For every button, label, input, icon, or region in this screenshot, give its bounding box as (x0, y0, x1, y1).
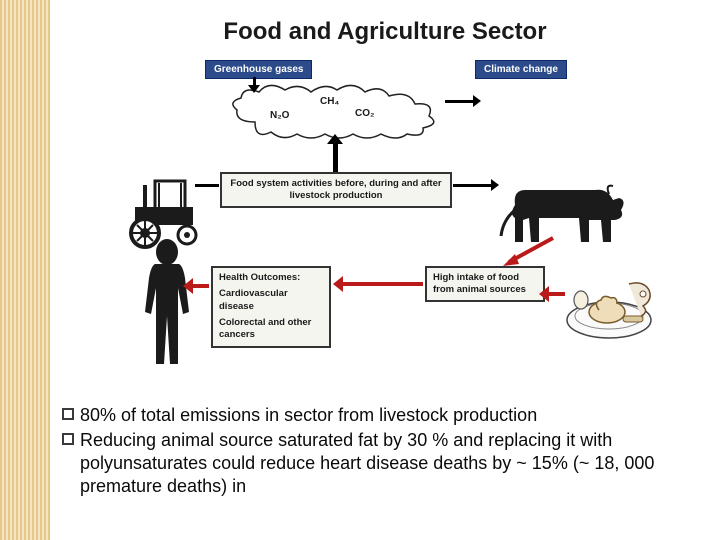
gas-co2: CO₂ (355, 108, 374, 119)
health-cancer: Colorectal and other cancers (219, 317, 323, 342)
gas-ch4: CH₄ (320, 96, 339, 107)
arrow-cow-head (491, 179, 499, 191)
health-outcomes-box: Health Outcomes: Cardiovascular disease … (211, 266, 331, 348)
slide-title: Food and Agriculture Sector (80, 18, 690, 46)
arrow-health-person (191, 284, 209, 288)
arrow-foodsystem-cloud-head (327, 134, 343, 144)
arrow-cloud-climate-head (473, 95, 481, 107)
person-icon (133, 238, 203, 370)
bullet-text-2: Reducing animal source saturated fat by … (80, 429, 662, 498)
arrow-intake-health (341, 282, 423, 286)
bullet-text-1: 80% of total emissions in sector from li… (80, 404, 662, 427)
health-title: Health Outcomes: (219, 272, 323, 284)
arrow-cloud-climate (445, 100, 475, 103)
arrow-cow-intake (495, 232, 565, 272)
gas-n2o: N₂O (270, 110, 289, 121)
arrow-cow (453, 184, 493, 187)
decorative-side-stripe (0, 0, 50, 540)
food-plate-icon (563, 270, 655, 342)
greenhouse-gases-label: Greenhouse gases (205, 60, 312, 79)
square-bullet-icon (62, 433, 74, 445)
arrow-tractor (195, 184, 219, 187)
bullet-item: Reducing animal source saturated fat by … (62, 429, 662, 498)
arrow-intake-health-head (333, 276, 343, 292)
arrow-food-intake-head (539, 286, 549, 302)
health-cv: Cardiovascular disease (219, 288, 323, 313)
bullet-list: 80% of total emissions in sector from li… (62, 404, 662, 500)
arrow-greenhouse-cloud-head (248, 85, 260, 93)
arrow-health-person-head (183, 278, 193, 294)
bullet-item: 80% of total emissions in sector from li… (62, 404, 662, 427)
square-bullet-icon (62, 408, 74, 420)
food-system-box: Food system activities before, during an… (220, 172, 452, 208)
climate-change-label: Climate change (475, 60, 567, 79)
arrow-foodsystem-cloud (333, 142, 338, 172)
diagram: Greenhouse gases Climate change N₂O CH₄ … (115, 60, 655, 370)
